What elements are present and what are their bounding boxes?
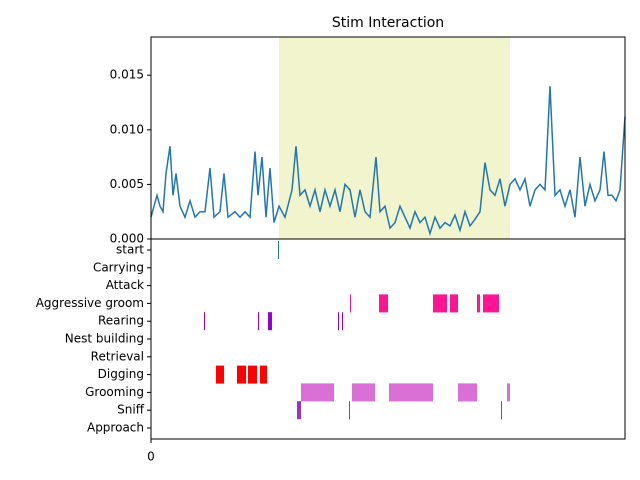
- row-label: Digging: [98, 367, 144, 381]
- event-bar: [433, 294, 447, 313]
- row-label: Approach: [87, 421, 144, 435]
- event-bar: [477, 294, 480, 313]
- chart-title: Stim Interaction: [332, 15, 444, 31]
- event-bar: [379, 294, 388, 313]
- row-label: Retrieval: [91, 349, 144, 363]
- y-tick-label: 0.005: [110, 177, 144, 191]
- event-bar: [338, 312, 339, 331]
- event-bar: [483, 294, 499, 313]
- event-bar: [450, 294, 458, 313]
- row-label: Carrying: [93, 260, 144, 274]
- event-bar: [501, 401, 502, 420]
- event-bar: [350, 294, 351, 313]
- row-label: Rearing: [98, 314, 144, 328]
- event-bar: [297, 401, 301, 420]
- axes-frame: [150, 238, 626, 440]
- event-bar: [268, 312, 272, 331]
- row-label: Sniff: [117, 403, 145, 417]
- event-bar: [216, 365, 224, 384]
- event-bar: [507, 383, 510, 402]
- event-bar: [278, 241, 279, 259]
- event-bar: [342, 312, 343, 331]
- row-label: Nest building: [65, 332, 144, 346]
- event-bar: [237, 365, 246, 384]
- row-label: start: [116, 243, 144, 257]
- event-bar: [204, 312, 205, 331]
- y-tick-label: 0.000: [110, 232, 144, 246]
- x-tick-label: 0: [147, 450, 155, 464]
- event-bar: [301, 383, 334, 402]
- event-bar: [260, 365, 267, 384]
- event-bar: [258, 312, 259, 331]
- row-label: Grooming: [85, 385, 144, 399]
- data-line: [150, 86, 626, 237]
- y-tick-label: 0.010: [110, 122, 144, 136]
- event-bar: [458, 383, 477, 402]
- row-label: Attack: [106, 278, 144, 292]
- y-tick-label: 0.015: [110, 68, 144, 82]
- event-bar: [248, 365, 257, 384]
- event-bar: [349, 401, 350, 420]
- row-label: Aggressive groom: [36, 296, 144, 310]
- stim-span: [279, 37, 510, 239]
- event-bar: [352, 383, 375, 402]
- event-bar: [389, 383, 433, 402]
